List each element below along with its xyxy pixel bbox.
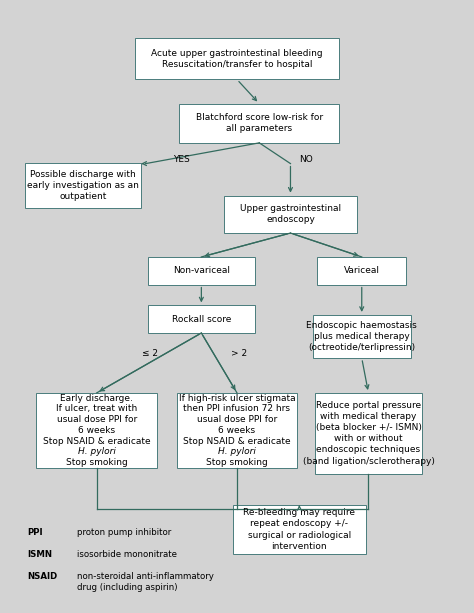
Text: H. pylori: H. pylori xyxy=(218,447,256,456)
Text: Stop smoking: Stop smoking xyxy=(206,458,268,467)
Text: Non-variceal: Non-variceal xyxy=(173,266,230,275)
FancyBboxPatch shape xyxy=(148,305,255,333)
Text: Stop NSAID & eradicate: Stop NSAID & eradicate xyxy=(43,436,150,446)
Text: NSAID: NSAID xyxy=(27,572,58,581)
Text: Endoscopic haemostasis
plus medical therapy
(octreotide/terlipressin): Endoscopic haemostasis plus medical ther… xyxy=(306,321,417,352)
FancyBboxPatch shape xyxy=(313,315,411,358)
Text: > 2: > 2 xyxy=(231,349,247,358)
Text: isosorbide mononitrate: isosorbide mononitrate xyxy=(77,550,177,559)
Text: Variceal: Variceal xyxy=(344,266,380,275)
Text: 6 weeks: 6 weeks xyxy=(219,426,255,435)
Text: then PPI infusion 72 hrs: then PPI infusion 72 hrs xyxy=(183,405,291,414)
Text: Rockall score: Rockall score xyxy=(172,314,231,324)
Text: ≤ 2: ≤ 2 xyxy=(142,349,158,358)
Text: Possible discharge with
early investigation as an
outpatient: Possible discharge with early investigat… xyxy=(27,170,139,201)
Text: Stop NSAID & eradicate: Stop NSAID & eradicate xyxy=(183,436,291,446)
Text: NO: NO xyxy=(299,155,313,164)
FancyBboxPatch shape xyxy=(233,505,366,554)
FancyBboxPatch shape xyxy=(177,393,297,468)
Text: 6 weeks: 6 weeks xyxy=(78,426,115,435)
Text: usual dose PPI for: usual dose PPI for xyxy=(56,415,137,424)
Text: If high-risk ulcer stigmata: If high-risk ulcer stigmata xyxy=(179,394,295,403)
FancyBboxPatch shape xyxy=(25,163,141,208)
FancyBboxPatch shape xyxy=(135,38,339,80)
Text: Acute upper gastrointestinal bleeding
Resuscitation/transfer to hospital: Acute upper gastrointestinal bleeding Re… xyxy=(151,48,323,69)
FancyBboxPatch shape xyxy=(148,257,255,284)
Text: PPI: PPI xyxy=(27,528,43,538)
Text: YES: YES xyxy=(173,155,190,164)
Text: Early discharge.: Early discharge. xyxy=(60,394,133,403)
Text: Reduce portal pressure
with medical therapy
(beta blocker +/- ISMN)
with or with: Reduce portal pressure with medical ther… xyxy=(302,401,434,465)
FancyBboxPatch shape xyxy=(317,257,406,284)
Text: ISMN: ISMN xyxy=(27,550,53,559)
Text: proton pump inhibitor: proton pump inhibitor xyxy=(77,528,171,538)
Text: non-steroidal anti-inflammatory
drug (including aspirin): non-steroidal anti-inflammatory drug (in… xyxy=(77,572,213,592)
Text: Re-bleeding may require
repeat endoscopy +/-
surgical or radiological
interventi: Re-bleeding may require repeat endoscopy… xyxy=(243,508,356,550)
Text: usual dose PPI for: usual dose PPI for xyxy=(197,415,277,424)
Text: H. pylori: H. pylori xyxy=(78,447,116,456)
Text: Upper gastrointestinal
endoscopy: Upper gastrointestinal endoscopy xyxy=(240,204,341,224)
FancyBboxPatch shape xyxy=(179,104,339,143)
Text: Blatchford score low-risk for
all parameters: Blatchford score low-risk for all parame… xyxy=(196,113,323,133)
Text: If ulcer, treat with: If ulcer, treat with xyxy=(56,405,137,414)
Text: Stop smoking: Stop smoking xyxy=(66,458,128,467)
FancyBboxPatch shape xyxy=(224,196,357,233)
FancyBboxPatch shape xyxy=(315,393,422,474)
FancyBboxPatch shape xyxy=(36,393,157,468)
